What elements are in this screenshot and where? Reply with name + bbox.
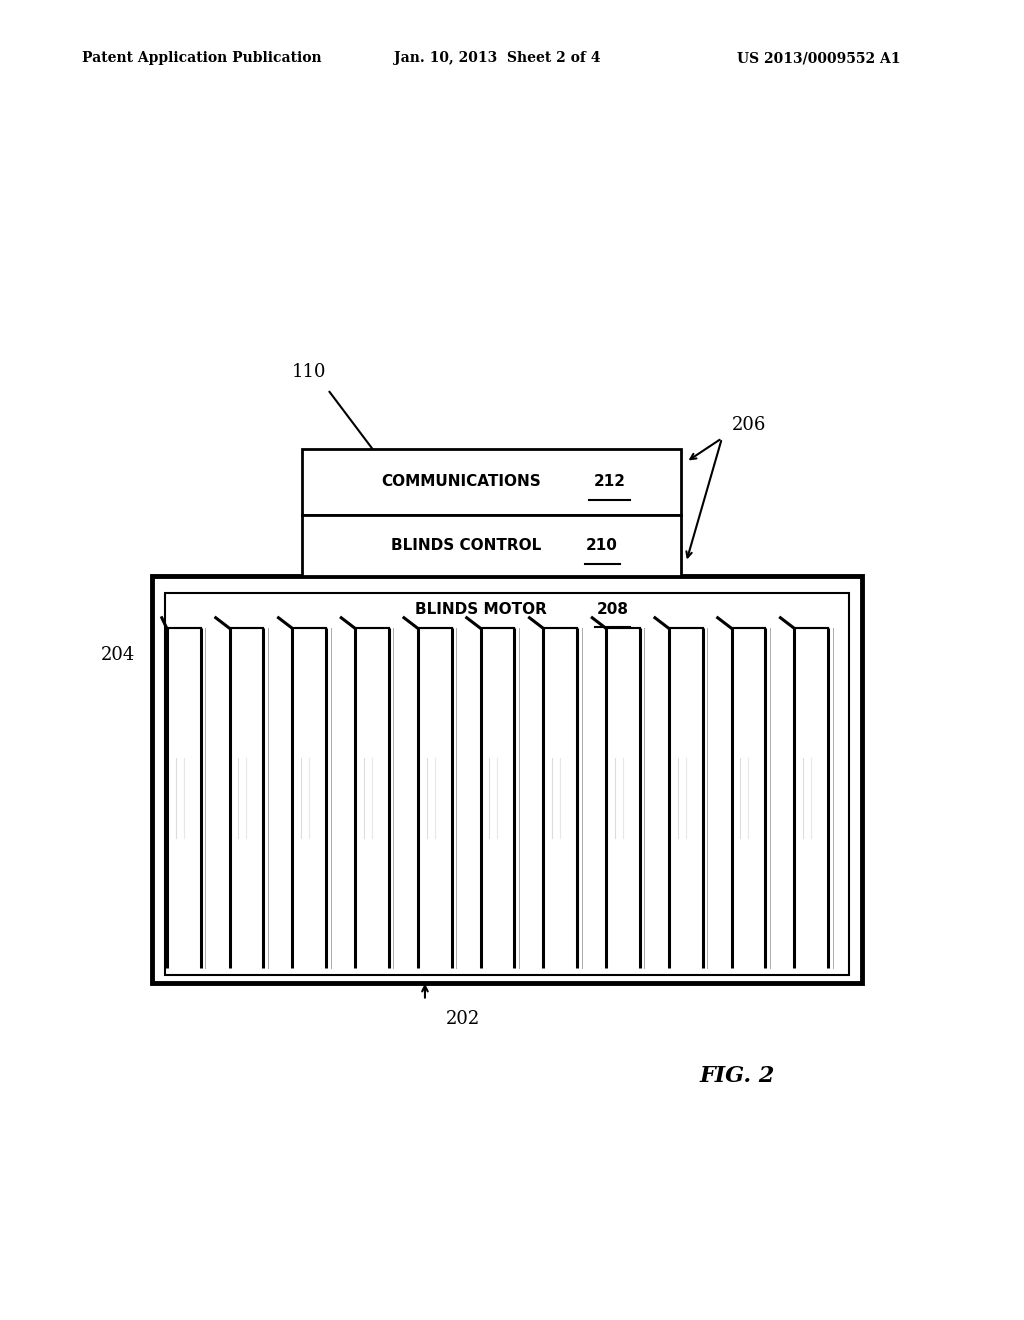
Text: 212: 212 <box>593 474 626 490</box>
Bar <box>302 449 681 515</box>
Text: FIG. 2: FIG. 2 <box>699 1065 775 1086</box>
Text: 210: 210 <box>586 537 618 553</box>
Text: US 2013/0009552 A1: US 2013/0009552 A1 <box>737 51 901 65</box>
Text: 204: 204 <box>100 645 134 664</box>
Text: Jan. 10, 2013  Sheet 2 of 4: Jan. 10, 2013 Sheet 2 of 4 <box>394 51 601 65</box>
Bar <box>152 576 862 983</box>
Text: BLINDS MOTOR: BLINDS MOTOR <box>416 602 547 618</box>
Text: BLINDS CONTROL: BLINDS CONTROL <box>391 537 541 553</box>
Bar <box>165 593 849 974</box>
Text: COMMUNICATIONS: COMMUNICATIONS <box>381 474 541 490</box>
Text: 208: 208 <box>596 602 629 618</box>
Text: 206: 206 <box>732 416 767 434</box>
Text: 202: 202 <box>445 1010 479 1028</box>
Bar <box>302 515 681 576</box>
Text: 110: 110 <box>292 363 327 381</box>
Text: Patent Application Publication: Patent Application Publication <box>82 51 322 65</box>
